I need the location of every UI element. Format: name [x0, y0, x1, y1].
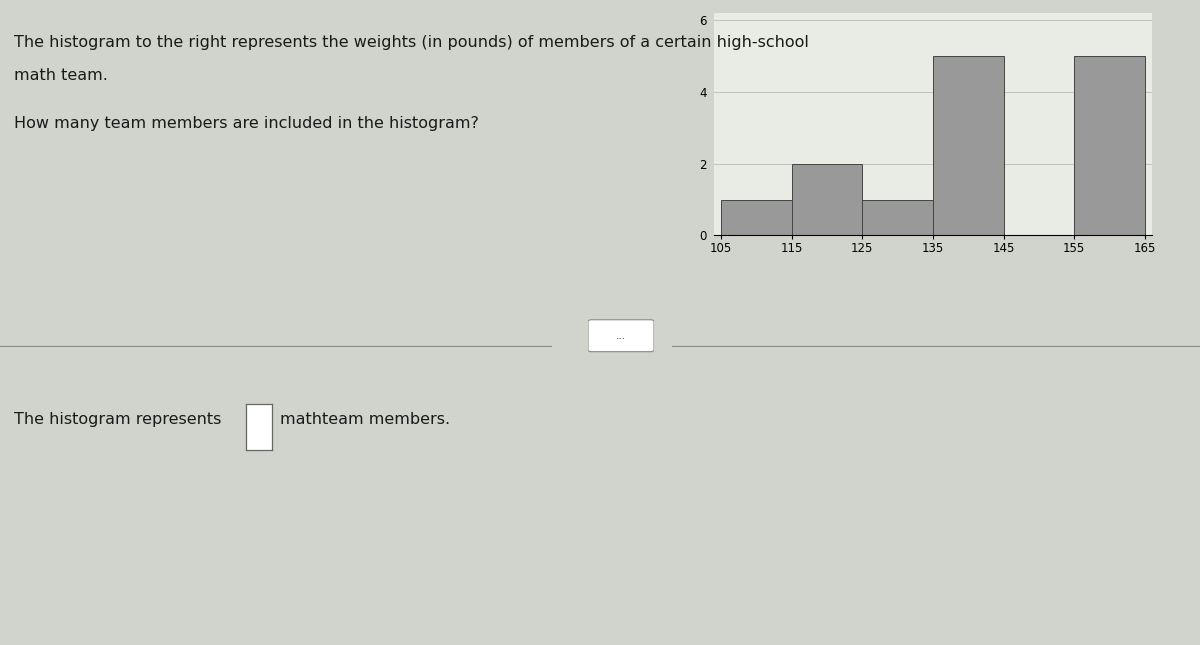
Bar — [792, 164, 863, 235]
Bar — [934, 56, 1003, 235]
FancyBboxPatch shape — [588, 320, 654, 352]
Text: math team.: math team. — [14, 68, 108, 83]
Bar — [721, 199, 792, 235]
Text: The histogram represents: The histogram represents — [14, 412, 227, 427]
Text: How many team members are included in the histogram?: How many team members are included in th… — [14, 116, 479, 131]
Bar — [863, 199, 934, 235]
Text: ...: ... — [616, 331, 626, 341]
Text: mathteam members.: mathteam members. — [280, 412, 450, 427]
Text: ...: ... — [616, 331, 626, 341]
Bar — [1074, 56, 1145, 235]
Text: The histogram to the right represents the weights (in pounds) of members of a ce: The histogram to the right represents th… — [14, 35, 809, 50]
